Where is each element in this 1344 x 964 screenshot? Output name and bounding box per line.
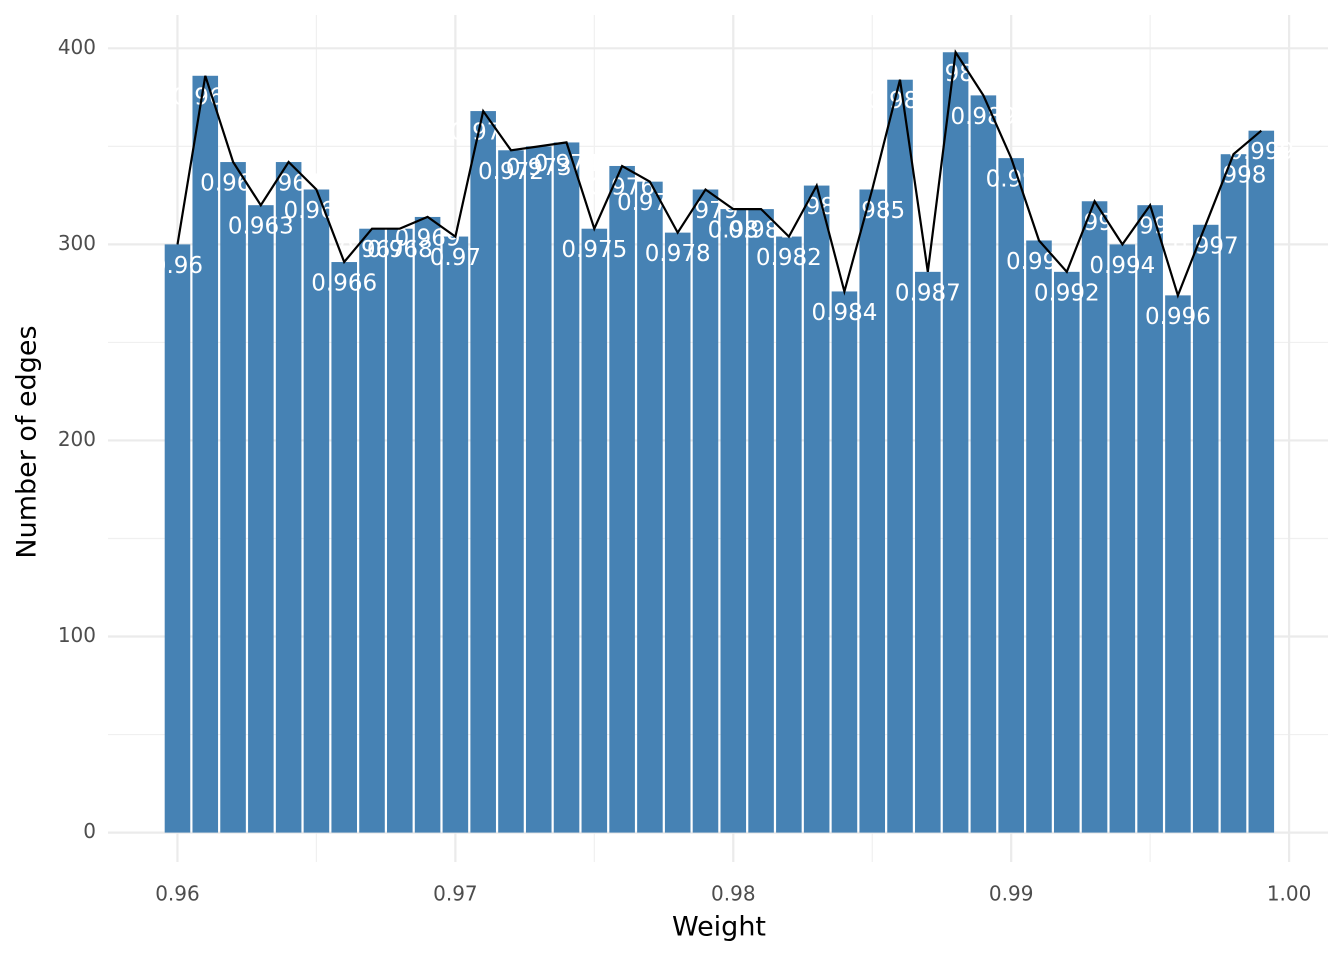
y-tick-label: 300 (58, 231, 96, 255)
y-tick-label: 0 (83, 819, 96, 843)
x-tick-label: 0.97 (433, 882, 478, 906)
data-label: 0.975 (561, 237, 627, 263)
data-label: 0.992 (1034, 280, 1100, 306)
data-label: 0.994 (1089, 253, 1155, 279)
bar (553, 142, 580, 833)
bar (414, 216, 441, 833)
data-label: 0.998 (1201, 163, 1267, 189)
bar (998, 158, 1024, 833)
x-tick-label: 0.99 (989, 882, 1034, 906)
bar (859, 189, 886, 833)
data-label: 0.986 (867, 88, 933, 114)
bar (970, 95, 997, 833)
data-label: 0.985 (839, 198, 905, 224)
y-tick-label: 200 (58, 427, 96, 451)
bar (1053, 271, 1080, 833)
bar (525, 146, 552, 833)
y-tick-label: 400 (58, 35, 96, 59)
bar (1026, 240, 1052, 833)
bar (581, 228, 608, 833)
bar (831, 291, 858, 833)
bar (1248, 130, 1275, 833)
data-label: 0.983 (784, 194, 850, 220)
bar (387, 228, 413, 833)
data-label: 0.993 (1062, 210, 1128, 236)
bar (1081, 201, 1108, 833)
data-label: 0.979 (673, 198, 739, 224)
data-label: 0.972 (478, 159, 544, 185)
x-tick-label: 0.96 (155, 882, 200, 906)
bar (1165, 295, 1191, 833)
bar (248, 205, 274, 833)
data-label: 0.965 (283, 198, 349, 224)
bar (803, 185, 830, 833)
data-label: 0.977 (617, 190, 683, 216)
data-label: 0.963 (228, 214, 294, 240)
bar (637, 181, 663, 833)
bar (887, 79, 913, 833)
data-label: 0.997 (1173, 233, 1239, 259)
bar (664, 232, 691, 833)
data-label: 0.973 (506, 155, 572, 181)
bar (359, 228, 385, 833)
data-label: 0.982 (756, 245, 822, 271)
bar (1109, 244, 1136, 833)
x-tick-label: 1.00 (1267, 882, 1312, 906)
bar (331, 262, 358, 833)
data-label: 0.974 (534, 151, 600, 177)
data-label: 0.96 (152, 253, 203, 279)
data-label: 0.984 (812, 300, 878, 326)
bar (442, 236, 469, 833)
data-label: 0.99 (986, 167, 1037, 193)
bar (192, 75, 219, 833)
bar (720, 209, 747, 833)
bar (498, 150, 524, 833)
data-label: 0.98 (708, 218, 759, 244)
bar (609, 165, 635, 833)
bar (470, 111, 496, 833)
bar (748, 209, 774, 833)
bar (692, 189, 719, 833)
bar (275, 162, 302, 833)
trend-line (176, 49, 1263, 299)
data-label: 0.969 (395, 225, 461, 251)
data-label: 0.996 (1145, 304, 1211, 330)
x-tick-label: 0.98 (711, 882, 756, 906)
data-label: 0.968 (367, 237, 433, 263)
bar (1192, 224, 1219, 833)
bar (1137, 205, 1163, 833)
data-label: 0.991 (1006, 249, 1072, 275)
bar (220, 162, 246, 833)
bar (942, 52, 969, 833)
bar (303, 189, 330, 833)
y-tick-label: 100 (58, 623, 96, 647)
data-label: 0.967 (339, 237, 405, 263)
data-label: 0.966 (311, 271, 377, 297)
x-axis-title: Weight (672, 912, 766, 943)
data-label: 0.999 (1228, 139, 1294, 165)
bar (915, 271, 941, 833)
data-label: 0.987 (895, 280, 961, 306)
data-label: 0.961 (172, 84, 238, 110)
bar (1220, 154, 1247, 833)
data-label: 0.988 (923, 61, 989, 87)
bar (776, 236, 802, 833)
y-axis-title: Number of edges (12, 325, 43, 558)
data-label: 0.962 (200, 171, 266, 197)
data-label: 0.989 (950, 104, 1016, 130)
data-label: 0.978 (645, 241, 711, 267)
bar (164, 244, 191, 833)
data-label: 0.97 (430, 245, 481, 271)
